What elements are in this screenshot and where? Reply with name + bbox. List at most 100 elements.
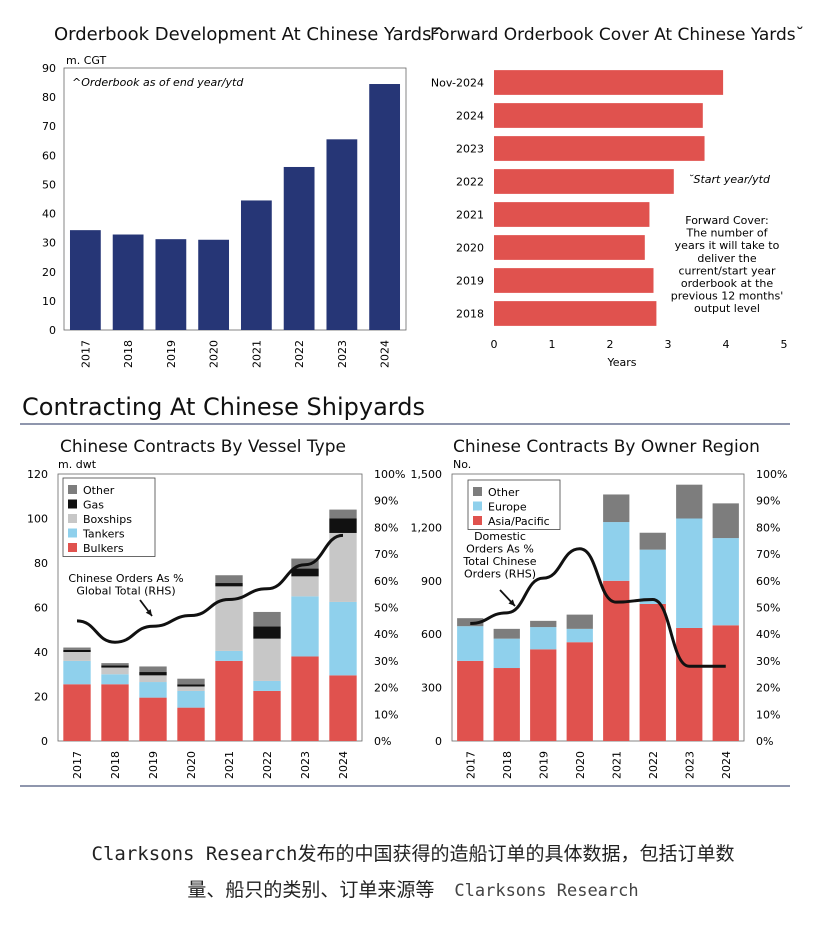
legend-swatch: [68, 543, 77, 552]
x-tick-label: 2020: [208, 340, 221, 368]
y-tick-label: 900: [421, 575, 442, 588]
y-tick-label: 60: [42, 149, 56, 162]
bar-segment: [177, 678, 205, 685]
chart-title: Chinese Contracts By Vessel Type: [60, 437, 346, 457]
bar-segment: [215, 660, 243, 741]
bar: [369, 84, 401, 330]
x-tick-label: 2021: [610, 751, 623, 779]
y2-tick-label: 40%: [374, 628, 398, 641]
bar-segment: [639, 532, 666, 550]
y2-tick-label: 40%: [756, 628, 780, 641]
bar-segment: [566, 642, 593, 741]
bar-segment: [676, 627, 703, 741]
x-tick-label: 2022: [293, 340, 306, 368]
x-tick-label: 2020: [574, 751, 587, 779]
bar-segment: [329, 675, 357, 741]
caption-line-2: 量、船只的类别、订单来源等: [187, 879, 435, 901]
bar-segment: [101, 663, 129, 666]
forward-cover-chart: Forward Orderbook Cover At Chinese Yards…: [430, 25, 804, 369]
bar-segment: [712, 538, 739, 626]
y-tick-label: 40: [42, 208, 56, 221]
x-tick-label: 2018: [122, 340, 135, 368]
bar-segment: [139, 697, 167, 741]
x-tick-label: 2021: [223, 751, 236, 779]
bar: [198, 239, 230, 330]
x-tick-label: 2017: [79, 340, 92, 368]
bar: [494, 136, 705, 161]
legend-label: Europe: [488, 501, 527, 514]
annotation-line: orderbook at the: [681, 277, 773, 290]
bar-segment: [603, 522, 630, 581]
bar-segment: [329, 532, 357, 602]
x-tick-label: 2022: [261, 751, 274, 779]
caption: Clarksons Research发布的中国获得的造船订单的具体数据，包括订单…: [0, 836, 826, 909]
caption-source: Clarksons Research: [454, 881, 639, 901]
bar-segment: [101, 674, 129, 685]
x-tick-label: 1: [549, 338, 556, 351]
y-tick-label: 60: [34, 602, 48, 615]
x-tick-label: 2018: [501, 751, 514, 779]
bar-segment: [566, 614, 593, 629]
chart-title: Forward Orderbook Cover At Chinese Yards…: [430, 25, 804, 45]
bar-segment: [139, 682, 167, 698]
section-title: Contracting At Chinese Shipyards: [22, 393, 425, 421]
y2-tick-label: 0%: [374, 735, 391, 748]
y2-tick-label: 80%: [374, 521, 398, 534]
bar-segment: [712, 503, 739, 539]
annotation-line: years it will take to: [675, 239, 780, 252]
bar: [494, 268, 654, 293]
annotation-line: Forward Cover:: [685, 214, 768, 227]
x-tick-label: 2: [607, 338, 614, 351]
x-tick-label: 2023: [299, 751, 312, 779]
x-tick-label: 3: [665, 338, 672, 351]
y2-tick-label: 20%: [374, 682, 398, 695]
y2-tick-label: 50%: [756, 602, 780, 615]
vessel-type-chart: Chinese Contracts By Vessel Type m. dwt …: [27, 437, 405, 779]
bar-segment: [639, 603, 666, 741]
bar-segment: [139, 672, 167, 676]
bar-segment: [63, 647, 91, 650]
x-tick-label: 2017: [71, 751, 84, 779]
y-tick-label: 2021: [456, 209, 484, 222]
y-tick-label: 80: [34, 557, 48, 570]
y2-tick-label: 30%: [374, 655, 398, 668]
y-tick-label: 2018: [456, 308, 484, 321]
y-tick-label: 0: [435, 735, 442, 748]
annotation-line: deliver the: [697, 252, 756, 265]
bar-segment: [291, 568, 319, 577]
x-tick-label: 4: [723, 338, 730, 351]
chart-note: ^Orderbook as of end year/ytd: [72, 76, 244, 89]
bar-segment: [329, 509, 357, 519]
y-tick-label: 100: [27, 513, 48, 526]
annotation-line: The number of: [686, 227, 769, 240]
legend-swatch: [473, 487, 482, 496]
bar-segment: [253, 626, 281, 639]
y2-tick-label: 100%: [374, 468, 405, 481]
legend-label: Gas: [83, 499, 104, 512]
y-tick-label: 40: [34, 646, 48, 659]
y2-tick-label: 20%: [756, 682, 780, 695]
legend-swatch: [68, 514, 77, 523]
legend-label: Boxships: [83, 513, 132, 526]
annotation-line: output level: [694, 302, 760, 315]
y-tick-label: Nov-2024: [431, 77, 484, 90]
caption-line-2-wrap: 量、船只的类别、订单来源等 Clarksons Research: [0, 872, 826, 909]
bar: [494, 301, 657, 326]
line-label: Global Total (RHS): [76, 585, 175, 598]
y2-tick-label: 80%: [756, 521, 780, 534]
bar: [494, 235, 645, 260]
bar-segment: [215, 650, 243, 661]
bar-segment: [603, 580, 630, 741]
bar-segment: [676, 518, 703, 628]
bar-segment: [101, 665, 129, 668]
chart-title: Orderbook Development At Chinese Yards^: [54, 24, 447, 45]
y2-tick-label: 90%: [374, 495, 398, 508]
annotation-line: current/start year: [678, 264, 776, 277]
plot-frame: [57, 473, 363, 742]
bar: [494, 70, 724, 95]
bar-segment: [63, 684, 91, 741]
x-tick-label: 2019: [147, 751, 160, 779]
rhs-line: [76, 533, 344, 644]
bar-segment: [215, 575, 243, 584]
